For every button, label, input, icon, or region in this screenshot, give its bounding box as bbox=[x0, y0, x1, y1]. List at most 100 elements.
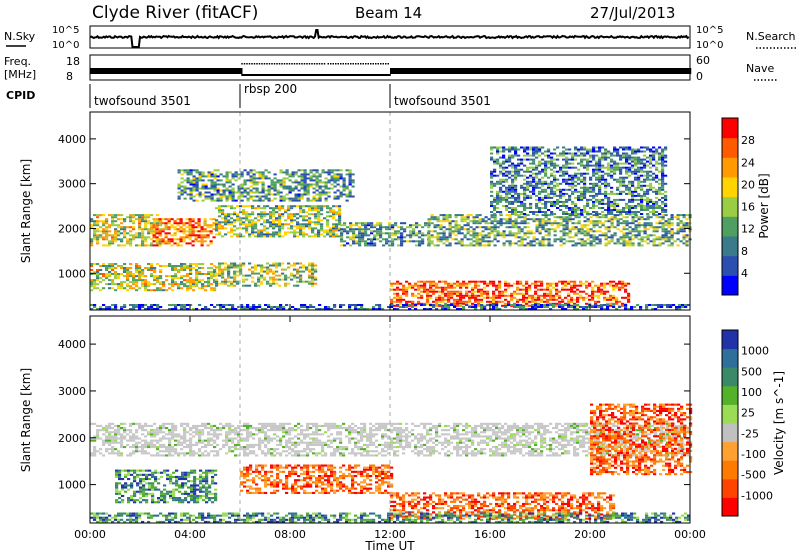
echo-cell bbox=[592, 211, 596, 213]
echo-cell bbox=[583, 205, 587, 207]
echo-cell bbox=[646, 146, 650, 149]
echo-cell bbox=[180, 287, 184, 290]
beam-title: Beam 14 bbox=[355, 4, 422, 22]
echo-cell bbox=[114, 230, 118, 233]
echo-cell bbox=[595, 200, 599, 203]
echo-cell bbox=[312, 199, 316, 202]
echo-cell bbox=[312, 187, 316, 190]
echo-cell bbox=[141, 271, 145, 273]
echo-cell bbox=[138, 279, 142, 282]
echo-cell bbox=[459, 286, 463, 289]
echo-cell bbox=[532, 160, 536, 163]
echo-cell bbox=[207, 175, 211, 178]
echo-cell bbox=[162, 289, 166, 292]
echo-cell bbox=[535, 198, 539, 201]
echo-cell bbox=[349, 236, 353, 239]
echo-cell bbox=[502, 178, 506, 181]
echo-cell bbox=[544, 207, 548, 209]
echo-cell bbox=[370, 238, 374, 241]
echo-cell bbox=[93, 222, 97, 225]
echo-cell bbox=[444, 306, 448, 308]
echo-cell bbox=[266, 268, 270, 271]
echo-cell bbox=[348, 171, 352, 174]
echo-cell bbox=[628, 198, 632, 201]
echo-cell bbox=[230, 223, 234, 226]
echo-cell bbox=[111, 263, 115, 265]
echo-cell bbox=[598, 148, 602, 151]
echo-cell bbox=[340, 228, 344, 231]
echo-cell bbox=[580, 158, 584, 161]
echo-cell bbox=[634, 236, 638, 239]
echo-cell bbox=[108, 234, 112, 237]
echo-cell bbox=[242, 227, 246, 230]
echo-cell bbox=[338, 215, 342, 218]
echo-cell bbox=[484, 220, 488, 223]
echo-cell bbox=[263, 229, 267, 232]
echo-cell bbox=[540, 282, 544, 285]
echo-cell bbox=[194, 238, 198, 241]
echo-cell bbox=[610, 211, 614, 213]
echo-cell bbox=[438, 290, 442, 293]
echo-cell bbox=[493, 160, 497, 163]
echo-cell bbox=[105, 283, 109, 286]
echo-cell bbox=[266, 272, 270, 275]
echo-cell bbox=[468, 300, 472, 303]
echo-cell bbox=[318, 195, 322, 198]
echo-cell bbox=[326, 233, 330, 236]
echo-cell bbox=[177, 265, 181, 267]
echo-cell bbox=[275, 266, 279, 269]
echo-cell bbox=[417, 302, 421, 305]
echo-cell bbox=[93, 287, 97, 290]
echo-cell bbox=[550, 168, 554, 171]
echo-cell bbox=[99, 269, 103, 271]
echo-cell bbox=[176, 224, 180, 227]
echo-cell bbox=[628, 156, 632, 159]
echo-cell bbox=[559, 174, 563, 177]
echo-cell bbox=[189, 195, 193, 198]
echo-cell bbox=[450, 290, 454, 293]
echo-cell bbox=[182, 236, 186, 239]
echo-cell bbox=[670, 224, 674, 227]
echo-cell bbox=[592, 207, 596, 209]
echo-cell bbox=[637, 216, 641, 219]
echo-cell bbox=[233, 274, 237, 277]
echo-cell bbox=[456, 298, 460, 301]
echo-cell bbox=[559, 209, 563, 211]
echo-cell bbox=[96, 242, 100, 245]
echo-cell bbox=[652, 146, 656, 149]
echo-cell bbox=[278, 219, 282, 222]
echo-cell bbox=[637, 158, 641, 161]
echo-cell bbox=[505, 207, 509, 209]
echo-cell bbox=[442, 220, 446, 223]
echo-cell bbox=[423, 290, 427, 293]
echo-cell bbox=[459, 298, 463, 301]
echo-cell bbox=[484, 236, 488, 239]
echo-cell bbox=[444, 302, 448, 305]
echo-cell bbox=[261, 189, 265, 192]
echo-cell bbox=[171, 265, 175, 267]
echo-cell bbox=[233, 233, 237, 236]
echo-cell bbox=[484, 240, 488, 243]
echo-cell bbox=[312, 306, 316, 308]
echo-cell bbox=[364, 226, 368, 229]
echo-cell bbox=[275, 231, 279, 234]
echo-cell bbox=[589, 240, 593, 243]
echo-cell bbox=[535, 174, 539, 177]
echo-cell bbox=[643, 180, 647, 183]
echo-cell bbox=[504, 302, 508, 305]
echo-cell bbox=[565, 192, 569, 195]
echo-cell bbox=[423, 280, 427, 283]
echo-cell bbox=[577, 242, 581, 245]
echo-cell bbox=[643, 174, 647, 177]
echo-cell bbox=[529, 148, 533, 151]
echo-cell bbox=[287, 227, 291, 230]
echo-cell bbox=[442, 214, 446, 217]
echo-cell bbox=[477, 294, 481, 297]
echo-cell bbox=[299, 205, 303, 208]
echo-cell bbox=[336, 197, 340, 200]
echo-cell bbox=[299, 276, 303, 279]
echo-cell bbox=[201, 183, 205, 186]
echo-cell bbox=[168, 263, 172, 265]
echo-cell bbox=[628, 162, 632, 165]
echo-cell bbox=[189, 273, 193, 275]
